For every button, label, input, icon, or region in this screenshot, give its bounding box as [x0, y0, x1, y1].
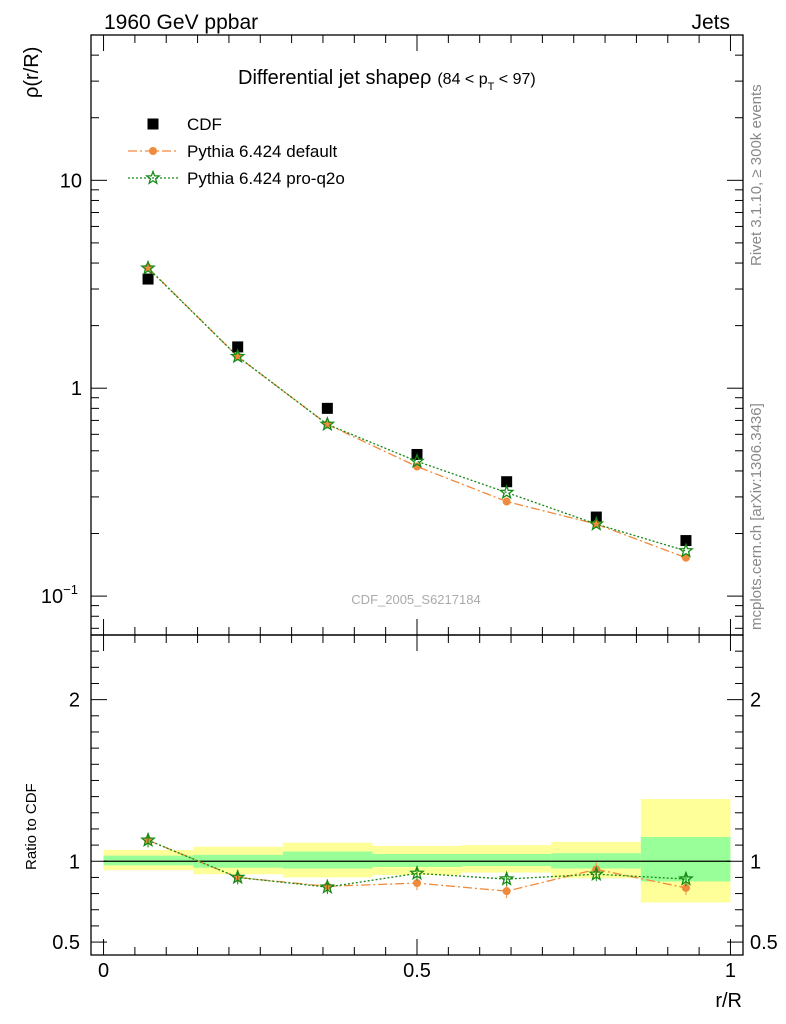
x-axis-label: r/R	[715, 990, 742, 1012]
main-point-pythia-6-424-pro-q2o	[319, 416, 336, 432]
ratio-point-pythia-6-424-pro-q2o	[229, 869, 246, 885]
main-chart-title-range-end: < 97)	[494, 71, 535, 88]
header-jets-label: Jets	[691, 11, 730, 34]
main-y-tick-label: 10	[60, 170, 82, 192]
legend-label-pythia-6-424-pro-q2o: Pythia 6.424 pro-q2o	[187, 169, 345, 188]
main-y-tick-label: 1	[71, 378, 82, 400]
main-point-pythia-6-424-pro-q2o	[409, 452, 425, 469]
ratio-data-layer	[103, 799, 731, 903]
legend-marker-pythia-6-424-pro-q2o	[145, 169, 161, 185]
analysis-watermark: CDF_2005_S6217184	[351, 592, 480, 607]
ratio-y-axis-label: Ratio to CDF	[23, 783, 40, 870]
main-y-axis-label: ρ(r/R)	[21, 47, 43, 98]
ratio-y-tick-label: 2	[69, 690, 80, 712]
ratio-y-tick-label-right: 2	[750, 690, 761, 712]
main-series-line-pythia-6-424-default	[147, 267, 687, 559]
ratio-y-tick-label-right: 1	[750, 851, 761, 873]
main-point-pythia-6-424-default	[413, 462, 421, 471]
main-point-pythia-6-424-default	[502, 497, 511, 506]
main-point-pythia-6-424-pro-q2o	[140, 259, 156, 275]
main-point-pythia-6-424-pro-q2o	[229, 348, 246, 364]
main-point-pythia-6-424-pro-q2o	[678, 542, 694, 558]
main-y-tick-label-base: 10	[41, 586, 63, 608]
ratio-panel: 0.5 0.5 1 1 2 2 0 0.5 1 Ratio to CDF r/R	[23, 634, 778, 1012]
main-chart-title-range: (84 < p	[437, 71, 487, 88]
legend-label-cdf: CDF	[187, 115, 222, 134]
legend-marker-cdf	[147, 118, 159, 130]
uncertainty-band-inner	[461, 853, 552, 867]
main-chart-title: Differential jet shapeρ (84 < pT < 97)	[238, 67, 536, 93]
main-point-cdf	[232, 341, 244, 353]
x-tick-label: 0.5	[403, 960, 431, 982]
ratio-y-tick-label: 0.5	[52, 932, 80, 954]
ratio-point-pythia-6-424-pro-q2o	[678, 870, 694, 886]
main-y-tick-label-base: 10	[60, 170, 82, 192]
ratio-point-pythia-6-424-pro-q2o	[319, 878, 336, 894]
ratio-panel-frame	[90, 634, 744, 956]
ratio-point-pythia-6-424-default	[413, 879, 421, 888]
ratio-point-pythia-6-424-pro-q2o	[140, 831, 156, 848]
ratio-point-pythia-6-424-pro-q2o	[498, 870, 515, 886]
main-point-cdf	[501, 476, 513, 488]
main-y-tick-label-base: 1	[71, 378, 82, 400]
header-energy-label: 1960 GeV ppbar	[104, 11, 258, 34]
uncertainty-band-inner	[372, 853, 462, 867]
ratio-y-tick-label: 1	[69, 851, 80, 873]
main-data-layer	[140, 259, 694, 562]
main-series-line-pythia-6-424-pro-q2o	[147, 267, 687, 552]
rivet-version-label: Rivet 3.1.10, ≥ 300k events	[748, 84, 765, 266]
legend-marker-pythia-6-424-default	[149, 147, 157, 155]
uncertainty-band-inner	[103, 855, 194, 866]
ratio-point-pythia-6-424-default	[502, 887, 511, 896]
ratio-y-tick-label-right: 0.5	[750, 932, 778, 954]
main-point-cdf	[321, 402, 333, 414]
ratio-ticks: 0.5 0.5 1 1 2 2 0 0.5 1	[52, 635, 778, 982]
ratio-point-pythia-6-424-default	[681, 883, 690, 892]
main-y-tick-label-exponent: −1	[63, 582, 78, 597]
main-y-tick-label: 10−1	[41, 582, 78, 608]
ratio-point-pythia-6-424-pro-q2o	[409, 865, 425, 881]
legend: CDF Pythia 6.424 default Pythia 6.424 pro-…	[128, 115, 345, 188]
main-point-cdf	[680, 535, 692, 547]
x-tick-label: 0	[98, 960, 109, 982]
main-point-cdf	[142, 273, 154, 285]
x-tick-label: 1	[725, 960, 736, 982]
main-point-pythia-6-424-pro-q2o	[588, 515, 605, 531]
main-point-pythia-6-424-pro-q2o	[498, 484, 515, 500]
main-chart-title-subscript: T	[488, 81, 495, 93]
uncertainty-band-inner	[282, 851, 373, 869]
mcplots-reference-label: mcplots.cern.ch [arXiv:1306.3436]	[748, 403, 765, 630]
legend-label-pythia-6-424-default: Pythia 6.424 default	[187, 142, 338, 161]
main-chart-title-text: Differential jet shapeρ	[238, 67, 431, 89]
ratio-point-pythia-6-424-pro-q2o	[588, 865, 605, 881]
